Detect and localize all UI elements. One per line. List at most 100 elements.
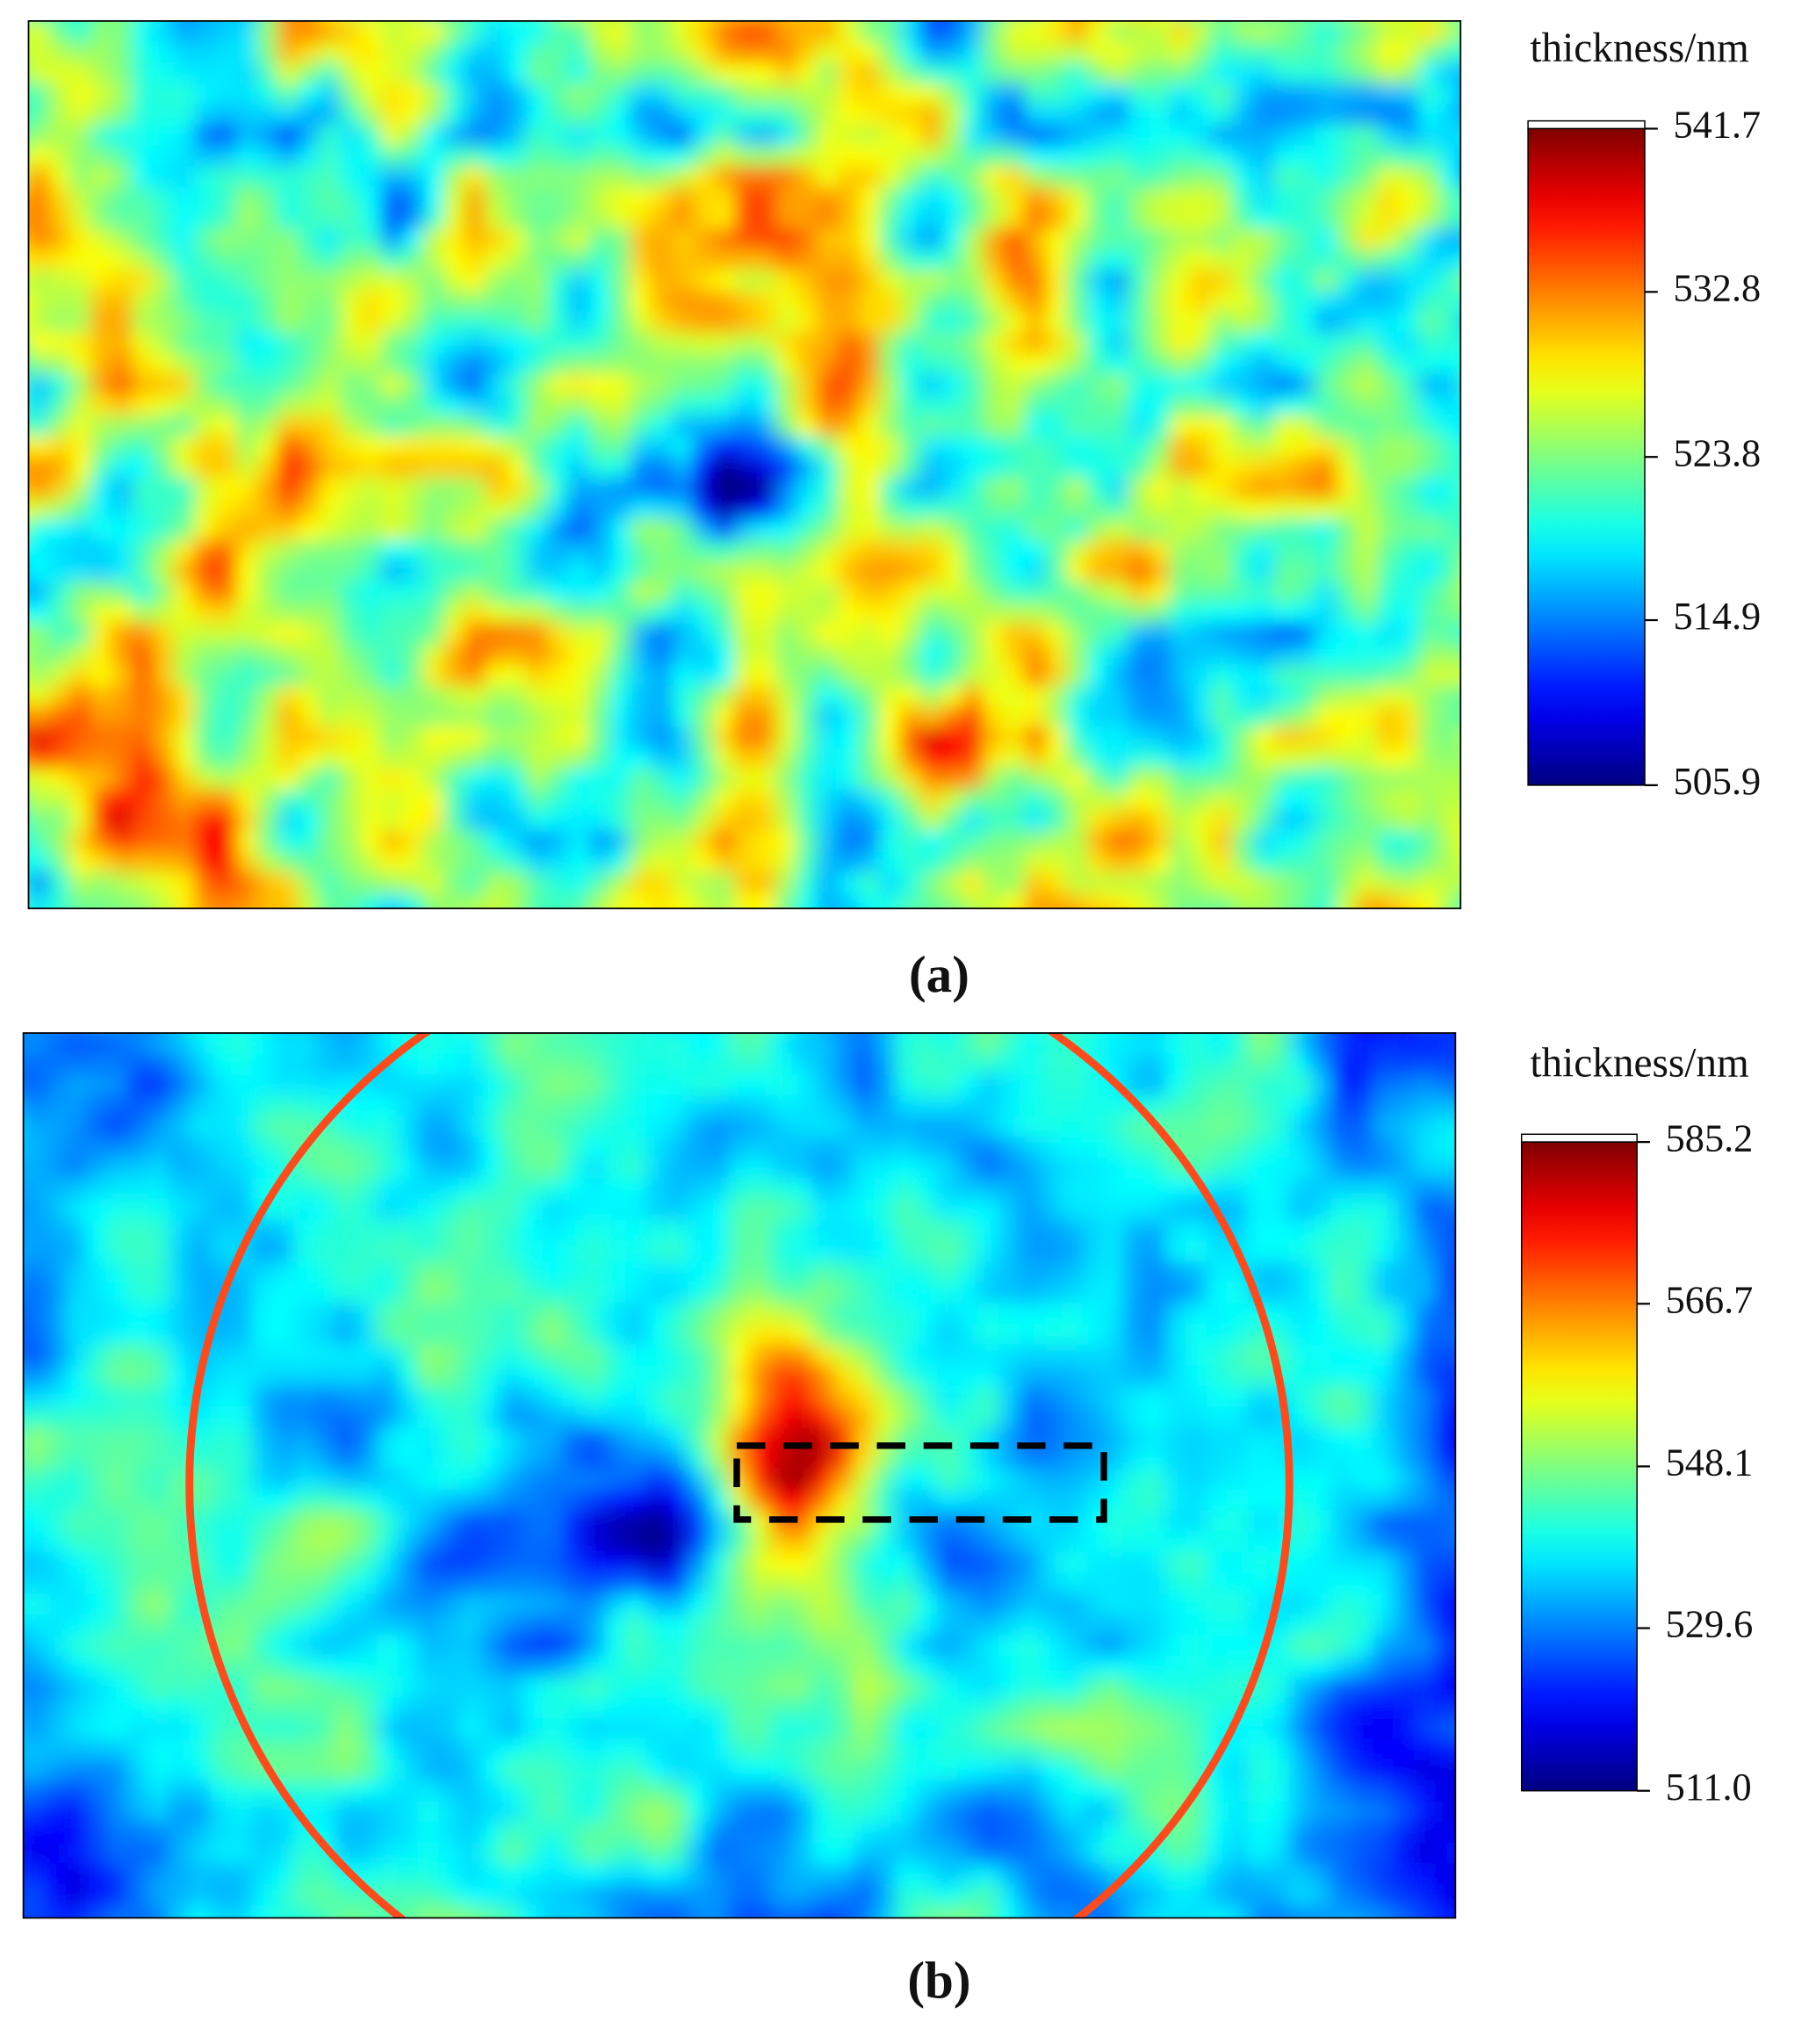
heatmap-cell bbox=[112, 851, 134, 874]
heatmap-cell bbox=[604, 1323, 627, 1347]
heatmap-cell bbox=[895, 1199, 918, 1222]
heatmap-cell bbox=[1164, 1033, 1187, 1035]
heatmap-cell bbox=[770, 1240, 793, 1263]
heatmap-cell bbox=[1351, 1490, 1374, 1513]
heatmap-cell bbox=[984, 914, 1005, 935]
heatmap-cell bbox=[1227, 1427, 1250, 1450]
heatmap-cell bbox=[1066, 851, 1089, 874]
heatmap-cell bbox=[132, 643, 155, 667]
heatmap-cell bbox=[28, 41, 30, 64]
heatmap-cell bbox=[458, 1490, 482, 1513]
heatmap-cell bbox=[936, 1323, 959, 1347]
heatmap-cell bbox=[28, 270, 51, 293]
heatmap-cell bbox=[397, 1261, 420, 1284]
heatmap-cell bbox=[28, 83, 51, 105]
heatmap-cell bbox=[567, 519, 591, 542]
heatmap-cell bbox=[69, 705, 92, 728]
heatmap-cell bbox=[1398, 457, 1421, 480]
heatmap-cell bbox=[1149, 145, 1171, 168]
heatmap-cell bbox=[340, 560, 363, 583]
heatmap-cell bbox=[729, 1282, 752, 1304]
heatmap-cell bbox=[1020, 1219, 1042, 1242]
heatmap-cell bbox=[28, 457, 30, 480]
heatmap-cell bbox=[1336, 748, 1358, 770]
heatmap-cell bbox=[588, 20, 611, 43]
heatmap-cell bbox=[210, 1385, 233, 1408]
heatmap-cell bbox=[64, 1510, 87, 1533]
heatmap-cell bbox=[506, 145, 529, 168]
heatmap-cell bbox=[148, 1199, 170, 1222]
heatmap-cell bbox=[443, 166, 466, 189]
heatmap-cell bbox=[1170, 498, 1193, 521]
heatmap-cell bbox=[1061, 1365, 1084, 1388]
heatmap-cell bbox=[1185, 1094, 1208, 1118]
heatmap-cell bbox=[49, 809, 72, 833]
heatmap-cell bbox=[858, 394, 881, 417]
heatmap-cell bbox=[832, 1157, 855, 1180]
heatmap-cell bbox=[1377, 519, 1400, 542]
heatmap-cell bbox=[397, 1406, 420, 1429]
heatmap-cell bbox=[1294, 768, 1317, 791]
heatmap-cell bbox=[1107, 353, 1130, 376]
heatmap-cell bbox=[547, 477, 570, 500]
heatmap-cell bbox=[609, 166, 632, 189]
heatmap-cell bbox=[1309, 1094, 1333, 1118]
heatmap-cell bbox=[1191, 519, 1214, 542]
heatmap-cell bbox=[1309, 1033, 1333, 1056]
heatmap-cell bbox=[1309, 1344, 1333, 1367]
heatmap-cell bbox=[112, 332, 134, 355]
heatmap-cell bbox=[1107, 228, 1130, 251]
heatmap-cell bbox=[521, 1385, 544, 1408]
heatmap-cell bbox=[1066, 560, 1089, 583]
heatmap-cell bbox=[1232, 20, 1255, 43]
heatmap-cell bbox=[1143, 1033, 1166, 1035]
heatmap-cell bbox=[651, 270, 674, 293]
heatmap-cell bbox=[962, 20, 985, 23]
heatmap-cell bbox=[1357, 20, 1380, 23]
heatmap-cell bbox=[1149, 457, 1171, 480]
heatmap-cell bbox=[132, 705, 155, 728]
heatmap-cell bbox=[651, 20, 674, 23]
heatmap-cell bbox=[1232, 207, 1255, 230]
heatmap-cell bbox=[49, 373, 72, 396]
heatmap-cell bbox=[1045, 768, 1068, 791]
heatmap-cell bbox=[335, 1199, 357, 1222]
heatmap-cell bbox=[28, 373, 30, 396]
heatmap-cell bbox=[340, 685, 363, 708]
heatmap-cell bbox=[1185, 1282, 1208, 1304]
heatmap-cell bbox=[1024, 748, 1048, 770]
heatmap-cell bbox=[235, 768, 258, 791]
heatmap-cell bbox=[1273, 83, 1296, 105]
heatmap-cell bbox=[112, 789, 134, 812]
heatmap-cell bbox=[667, 1199, 689, 1222]
heatmap-cell bbox=[1211, 851, 1234, 874]
heatmap-cell bbox=[895, 1406, 918, 1429]
heatmap-cell bbox=[1128, 851, 1151, 874]
heatmap-cell bbox=[423, 914, 445, 935]
heatmap-cell bbox=[1289, 1053, 1312, 1076]
heatmap-cell bbox=[915, 1094, 938, 1118]
heatmap-cell bbox=[1232, 748, 1255, 770]
heatmap-cell bbox=[645, 1385, 668, 1408]
heatmap-cell bbox=[754, 602, 777, 625]
heatmap-cell bbox=[381, 83, 404, 105]
heatmap-cell bbox=[754, 249, 777, 271]
heatmap-cell bbox=[256, 830, 279, 853]
heatmap-cell bbox=[1268, 1033, 1291, 1035]
heatmap-cell bbox=[112, 311, 134, 334]
heatmap-cell bbox=[1164, 1240, 1187, 1263]
heatmap-cell bbox=[754, 623, 777, 646]
heatmap-cell bbox=[1020, 1261, 1042, 1284]
heatmap-cell bbox=[1045, 125, 1068, 148]
heatmap-cell bbox=[734, 83, 757, 105]
heatmap-cell bbox=[895, 1033, 918, 1035]
heatmap-cell bbox=[920, 748, 943, 770]
heatmap-cell bbox=[1372, 1303, 1394, 1325]
heatmap-cell bbox=[609, 20, 632, 43]
heatmap-cell bbox=[874, 1199, 897, 1222]
heatmap-cell bbox=[1439, 41, 1461, 64]
heatmap-cell bbox=[1045, 498, 1068, 521]
heatmap-cell bbox=[1086, 477, 1109, 500]
heatmap-cell bbox=[879, 726, 902, 749]
heatmap-cell bbox=[1170, 125, 1193, 148]
